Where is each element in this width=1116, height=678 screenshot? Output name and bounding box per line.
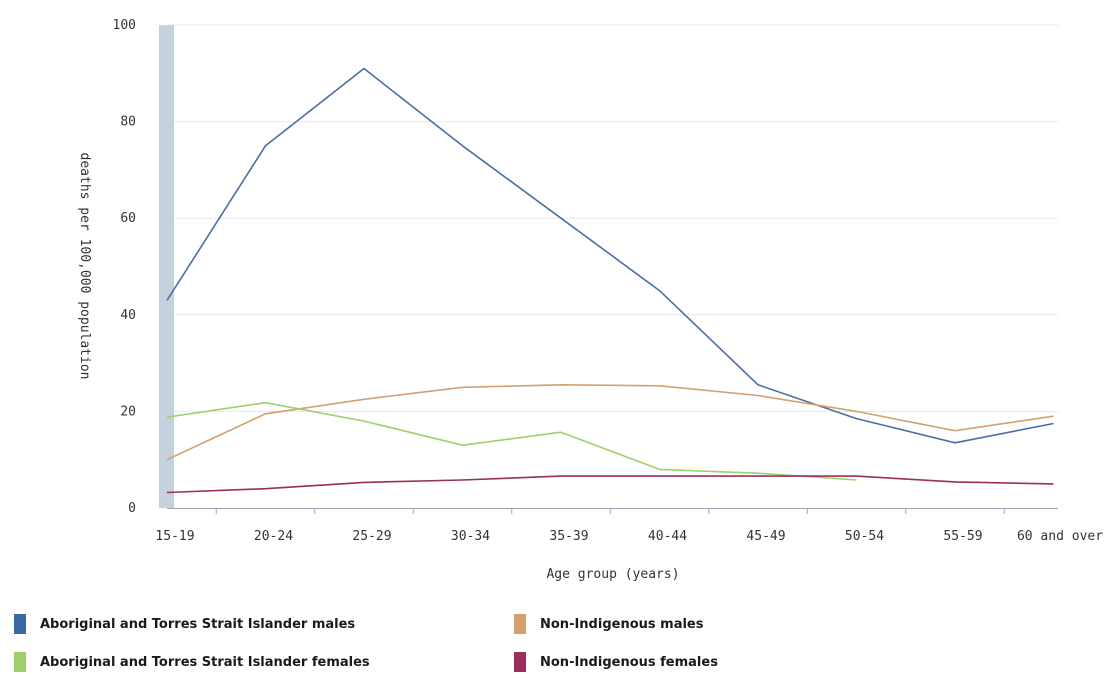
x-axis-ticks [215, 508, 1005, 514]
x-tick-label-7: 50-54 [845, 529, 884, 544]
x-tick-label-8: 55-59 [943, 529, 982, 544]
legend: Aboriginal and Torres Strait Islander ma… [14, 612, 1014, 674]
x-tick-label-2: 25-29 [352, 529, 391, 544]
legend-label-atsi-females: Aboriginal and Torres Strait Islander fe… [40, 654, 370, 670]
legend-label-non-indigenous-males: Non-Indigenous males [540, 616, 704, 632]
y-tick-label-100: 100 [113, 18, 136, 33]
legend-label-non-indigenous-females: Non-Indigenous females [540, 654, 718, 670]
legend-item-atsi-females[interactable]: Aboriginal and Torres Strait Islander fe… [14, 652, 370, 672]
series-line-2 [166, 401, 857, 481]
y-tick-label-40: 40 [120, 308, 136, 323]
legend-swatch-atsi-males [14, 614, 26, 634]
x-tick-label-4: 35-39 [549, 529, 588, 544]
y-tick-label-60: 60 [120, 211, 136, 226]
x-tick-label-5: 40-44 [648, 529, 687, 544]
y-axis-bar [159, 25, 174, 508]
x-axis-title: Age group (years) [546, 567, 679, 582]
x-axis-tick-labels: 15-19 20-24 25-29 30-34 35-39 40-44 45-49 50-54… [155, 529, 1103, 544]
series-line-3 [166, 475, 1054, 494]
y-axis-title: deaths per 100,000 population [77, 153, 92, 380]
x-tick-label-6: 45-49 [746, 529, 785, 544]
series-line-1 [166, 383, 1054, 461]
series-lines [166, 67, 1054, 494]
legend-item-non-indigenous-females[interactable]: Non-Indigenous females [514, 652, 718, 672]
legend-swatch-non-indigenous-males [514, 614, 526, 634]
x-tick-label-9: 60 and over [1017, 529, 1103, 544]
x-tick-label-3: 30-34 [451, 529, 490, 544]
y-tick-label-20: 20 [120, 404, 136, 419]
x-tick-label-1: 20-24 [254, 529, 293, 544]
legend-swatch-atsi-females [14, 652, 26, 672]
grid-lines [167, 24, 1058, 412]
legend-item-atsi-males[interactable]: Aboriginal and Torres Strait Islander ma… [14, 614, 355, 634]
y-axis-tick-labels: 0 20 40 60 80 100 [113, 18, 136, 516]
series-line-0 [166, 67, 1054, 444]
legend-label-atsi-males: Aboriginal and Torres Strait Islander ma… [40, 616, 356, 632]
line-chart: 0 20 40 60 80 100 15-19 20-24 25-29 30-34 35-39 40… [77, 18, 1103, 582]
y-tick-label-80: 80 [120, 115, 136, 130]
x-tick-label-0: 15-19 [155, 529, 194, 544]
y-tick-label-0: 0 [128, 501, 136, 516]
legend-swatch-non-indigenous-females [514, 652, 526, 672]
legend-item-non-indigenous-males[interactable]: Non-Indigenous males [514, 614, 703, 634]
